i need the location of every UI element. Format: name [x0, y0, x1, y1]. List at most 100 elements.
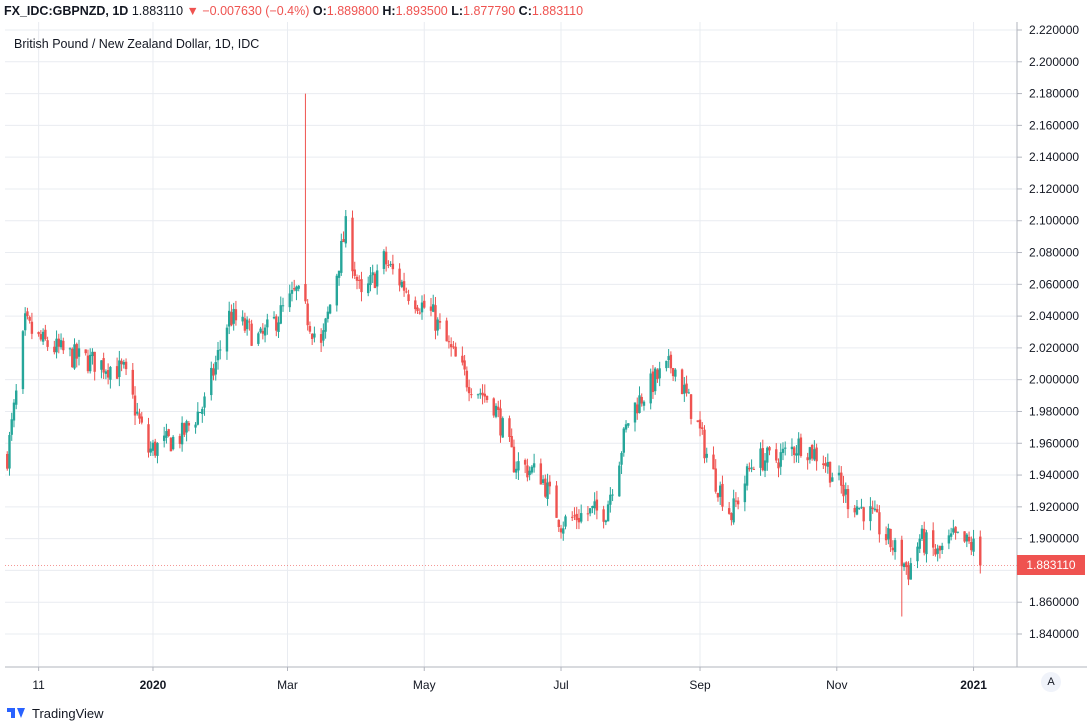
candle[interactable] [131, 362, 134, 399]
candle[interactable] [360, 271, 363, 302]
candle[interactable] [573, 507, 576, 521]
candle[interactable] [384, 246, 388, 272]
candle[interactable] [306, 299, 309, 331]
candle[interactable] [250, 319, 253, 347]
candle[interactable] [925, 529, 928, 563]
candle[interactable] [483, 384, 486, 403]
candle[interactable] [934, 544, 937, 557]
candle[interactable] [514, 461, 518, 480]
candle[interactable] [638, 386, 641, 414]
candle[interactable] [263, 324, 267, 343]
candle[interactable] [62, 337, 65, 354]
candle[interactable] [344, 210, 347, 248]
candle[interactable] [210, 361, 213, 401]
candle[interactable] [272, 311, 276, 320]
candle[interactable] [84, 349, 87, 356]
candle[interactable] [698, 411, 702, 437]
candle[interactable] [512, 439, 516, 473]
candle[interactable] [53, 340, 56, 355]
candle[interactable] [481, 384, 484, 405]
candle[interactable] [400, 279, 404, 289]
candle[interactable] [920, 524, 924, 541]
candle[interactable] [970, 536, 973, 556]
candles[interactable] [6, 93, 982, 617]
time-axis[interactable]: 11 2020 Mar May Jul Sep Nov 2021 [32, 667, 987, 692]
candle[interactable] [337, 270, 341, 286]
candle[interactable] [508, 415, 511, 442]
candle[interactable] [418, 308, 421, 315]
candle[interactable] [837, 465, 841, 481]
candle[interactable] [548, 475, 552, 495]
candle[interactable] [759, 442, 762, 476]
candle[interactable] [564, 514, 567, 530]
candle[interactable] [813, 440, 816, 462]
candle[interactable] [28, 315, 31, 324]
candle[interactable] [842, 475, 845, 503]
candle[interactable] [420, 295, 424, 320]
candle[interactable] [606, 500, 610, 522]
candle[interactable] [875, 504, 879, 513]
candle[interactable] [855, 499, 859, 516]
candle[interactable] [609, 487, 612, 513]
candle[interactable] [219, 340, 222, 360]
candle[interactable] [579, 504, 583, 524]
candle[interactable] [73, 338, 76, 370]
candle[interactable] [575, 506, 578, 530]
candle[interactable] [492, 397, 495, 418]
candle[interactable] [683, 377, 686, 402]
candle[interactable] [712, 446, 715, 470]
candle[interactable] [853, 504, 856, 518]
candle[interactable] [602, 505, 605, 529]
candle[interactable] [324, 317, 327, 339]
candle[interactable] [104, 369, 108, 380]
candle[interactable] [467, 379, 471, 402]
candle[interactable] [154, 438, 157, 458]
candle[interactable] [133, 386, 137, 426]
candle[interactable] [26, 307, 29, 320]
candle[interactable] [703, 425, 706, 464]
candle[interactable] [931, 522, 935, 557]
candle[interactable] [651, 365, 655, 399]
candle[interactable] [792, 446, 796, 464]
candle[interactable] [8, 431, 11, 476]
candle[interactable] [434, 296, 437, 340]
candle[interactable] [784, 441, 787, 456]
candle[interactable] [887, 523, 890, 545]
candle[interactable] [201, 406, 204, 423]
candle[interactable] [860, 498, 863, 509]
candle[interactable] [140, 411, 143, 425]
candle[interactable] [916, 542, 919, 569]
candle[interactable] [261, 323, 265, 340]
candle[interactable] [452, 340, 455, 350]
candle[interactable] [326, 306, 330, 323]
candle[interactable] [355, 274, 359, 290]
candle[interactable] [775, 443, 778, 464]
candle[interactable] [75, 342, 78, 368]
candle[interactable] [171, 435, 175, 451]
candle[interactable] [671, 367, 675, 382]
candle[interactable] [6, 451, 9, 471]
candle[interactable] [387, 260, 390, 269]
candle[interactable] [808, 446, 812, 464]
candle[interactable] [844, 482, 847, 503]
candle[interactable] [414, 296, 417, 314]
candle[interactable] [391, 254, 395, 275]
candle[interactable] [497, 400, 500, 418]
candle[interactable] [149, 441, 152, 456]
candle[interactable] [965, 533, 969, 548]
candle[interactable] [781, 442, 785, 461]
candle[interactable] [432, 294, 435, 313]
candle[interactable] [71, 347, 74, 368]
candle[interactable] [696, 420, 699, 423]
candle[interactable] [653, 367, 657, 395]
candle[interactable] [21, 330, 25, 394]
candle[interactable] [544, 474, 547, 498]
candle[interactable] [732, 489, 735, 525]
candle[interactable] [936, 544, 939, 562]
auto-scale-button[interactable]: A [1041, 672, 1061, 692]
candle[interactable] [593, 492, 596, 515]
candle[interactable] [494, 403, 498, 419]
candle[interactable] [611, 489, 614, 502]
candle[interactable] [588, 508, 592, 517]
candle[interactable] [705, 447, 708, 463]
